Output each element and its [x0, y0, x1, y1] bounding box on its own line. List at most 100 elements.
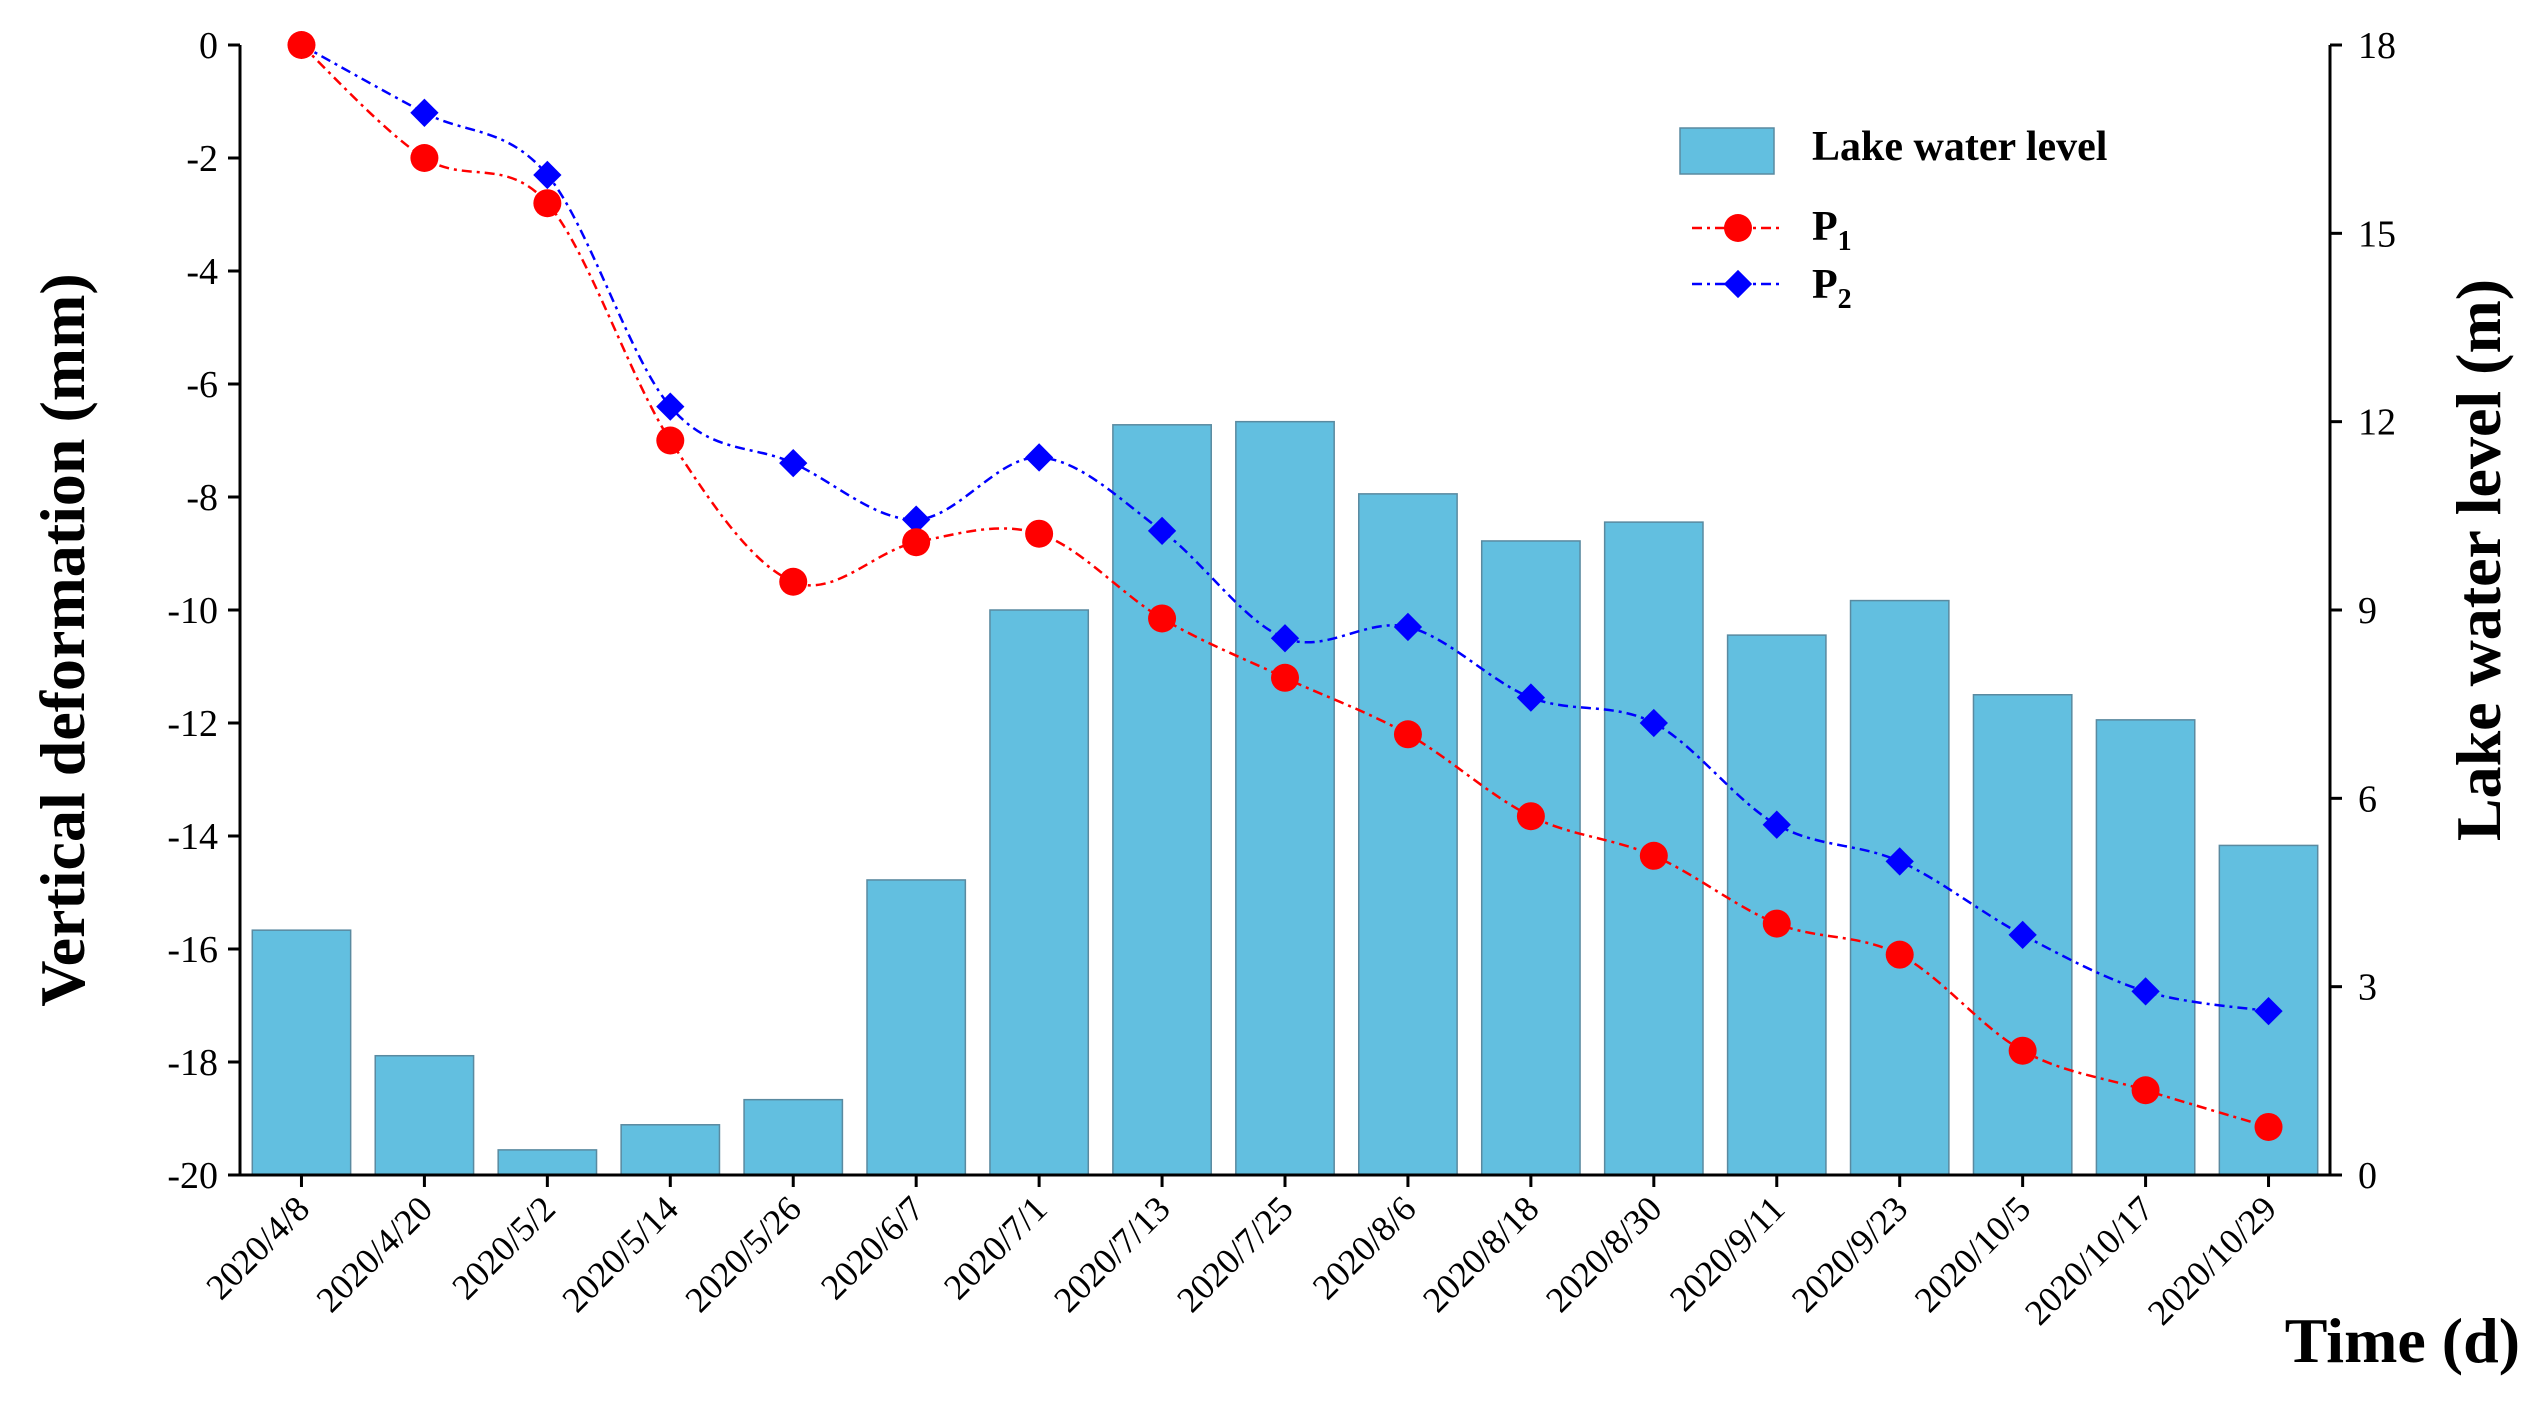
y-left-tick-label: -2	[186, 138, 218, 180]
bar-lake-water-level	[1112, 424, 1212, 1176]
point-p1	[1025, 519, 1054, 548]
point-p2	[656, 392, 685, 421]
point-p2	[779, 448, 808, 478]
x-tick-label: 2020/9/23	[1784, 1188, 1916, 1320]
x-tick-label: 2020/7/1	[936, 1188, 1055, 1307]
y-axis-left-title: Vertical deformation (mm)	[27, 273, 98, 1006]
x-tick-label: 2020/7/13	[1046, 1188, 1178, 1320]
point-p1	[1393, 720, 1422, 749]
legend-p2-marker	[1723, 269, 1753, 299]
bar-lake-water-level	[1358, 493, 1458, 1176]
y-right-tick-label: 15	[2358, 213, 2396, 255]
point-p1	[902, 528, 931, 557]
legend-p1-name: P	[1812, 204, 1838, 250]
point-p1	[1762, 909, 1791, 938]
y-left-tick-label: -12	[167, 703, 218, 745]
y-left-tick-label: -8	[186, 477, 218, 519]
bars-layer	[251, 420, 2319, 1176]
bar-lake-water-level	[374, 1054, 475, 1176]
series-line-p1	[300, 44, 2269, 1129]
x-tick-label: 2020/8/30	[1538, 1188, 1670, 1320]
point-p2	[1270, 624, 1300, 653]
legend-p2-label: P2	[1812, 262, 1852, 315]
point-p2	[533, 160, 562, 190]
y-right-tick-label: 6	[2358, 778, 2377, 820]
point-p1	[1148, 604, 1177, 633]
y-right-tick-label: 0	[2358, 1155, 2377, 1197]
bar-lake-water-level	[989, 609, 1090, 1176]
point-p2	[1639, 708, 1668, 738]
y-right-tick-label: 18	[2358, 25, 2396, 67]
point-p2	[2008, 920, 2037, 950]
x-tick-label: 2020/8/18	[1415, 1188, 1547, 1320]
x-tick-label: 2020/5/26	[677, 1188, 809, 1320]
point-p2	[1762, 810, 1791, 839]
lines-layer	[287, 30, 2283, 1141]
x-tick-label: 2020/6/7	[813, 1188, 932, 1307]
x-axis-title: Time (d)	[2285, 1305, 2520, 1376]
bar-lake-water-level	[251, 929, 352, 1176]
legend-p1-marker	[1724, 214, 1752, 242]
y-left-tick-label: -18	[167, 1042, 218, 1084]
point-p1	[2008, 1036, 2037, 1065]
x-tick-label: 2020/10/17	[2017, 1188, 2161, 1332]
y-right-tick-label: 3	[2358, 967, 2377, 1009]
bar-lake-water-level	[620, 1124, 721, 1176]
y-left-tick-label: -10	[167, 590, 218, 632]
x-tick-label: 2020/4/20	[309, 1188, 441, 1320]
legend-bar-label: Lake water level	[1812, 124, 2107, 170]
y-right-tick-label: 12	[2358, 402, 2396, 444]
bar-lake-water-level	[497, 1149, 598, 1176]
y-left-tick-label: 0	[199, 25, 218, 67]
bar-lake-water-level	[2095, 719, 2196, 1176]
point-p1	[779, 567, 808, 596]
legend-p1-subscript: 1	[1838, 226, 1852, 257]
legend-p1-label: P1	[1812, 204, 1852, 257]
bar-lake-water-level	[1235, 420, 1335, 1176]
point-p1	[2254, 1112, 2283, 1141]
legend-p2-name: P	[1812, 262, 1838, 308]
y-left-tick-label: -14	[167, 816, 218, 858]
legend: Lake water level P1 P2	[1679, 124, 2107, 315]
bar-lake-water-level	[1849, 599, 1950, 1176]
x-tick-label: 2020/5/14	[554, 1188, 686, 1320]
x-tick-label: 2020/4/8	[198, 1188, 317, 1307]
point-p2	[1147, 516, 1177, 546]
x-tick-label: 2020/7/25	[1169, 1188, 1301, 1320]
point-p1	[656, 426, 685, 455]
x-tick-label: 2020/10/29	[2140, 1188, 2284, 1332]
point-p2	[2254, 997, 2283, 1026]
y-right-tick-label: 9	[2358, 590, 2377, 632]
point-p1	[1639, 841, 1668, 870]
legend-bar-swatch	[1679, 127, 1775, 175]
point-p1	[1885, 940, 1914, 969]
point-p2	[1024, 443, 1054, 472]
point-p1	[2131, 1076, 2160, 1105]
point-p2	[1885, 847, 1914, 876]
bar-lake-water-level	[1480, 540, 1581, 1176]
point-p1	[287, 31, 316, 59]
point-p2	[1393, 612, 1423, 642]
point-p2	[1516, 683, 1546, 712]
y-left-tick-label: -20	[167, 1155, 218, 1197]
x-tick-label: 2020/5/2	[444, 1188, 563, 1307]
point-p2	[410, 98, 439, 127]
y-left-tick-label: -6	[186, 364, 218, 406]
point-p1	[1271, 663, 1299, 692]
x-tick-label: 2020/8/6	[1305, 1188, 1424, 1307]
x-tick-label: 2020/10/5	[1907, 1188, 2039, 1320]
bar-lake-water-level	[1726, 634, 1827, 1176]
legend-p2-subscript: 2	[1838, 284, 1852, 315]
point-p2	[2131, 977, 2160, 1006]
y-left-tick-label: -4	[186, 251, 218, 293]
x-tick-label: 2020/9/11	[1662, 1188, 1793, 1319]
point-p1	[1516, 802, 1545, 831]
y-axis-right-title: Lake water level (m)	[2443, 279, 2514, 841]
bar-lake-water-level	[866, 879, 967, 1176]
point-p1	[410, 144, 439, 172]
bar-lake-water-level	[743, 1098, 844, 1176]
point-p1	[533, 189, 562, 218]
series-line-p2	[300, 43, 2269, 1013]
